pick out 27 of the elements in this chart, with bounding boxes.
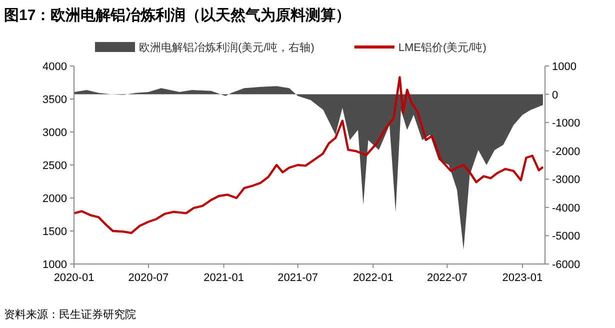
legend-label: 欧洲电解铝冶炼利润(美元/吨，右轴) [139, 41, 314, 54]
y-tick-label: 3500 [42, 94, 67, 106]
x-tick-label: 2023-01 [502, 272, 543, 284]
legend-label: LME铝价(美元/吨) [398, 41, 486, 54]
y2-tick-label: -2000 [552, 146, 580, 158]
x-tick-label: 2020-07 [128, 272, 169, 284]
text: 资料来源：民生证券研究院 [4, 308, 136, 321]
x-tick-label: 2021-01 [204, 272, 244, 284]
y2-tick-label: -5000 [552, 230, 580, 243]
y-tick-label: 4000 [42, 61, 67, 73]
y-tick-label: 3000 [42, 127, 67, 139]
y-tick-label: 1000 [42, 259, 67, 271]
y-tick-label: 2500 [42, 160, 67, 172]
y2-tick-label: -6000 [552, 259, 580, 271]
x-tick-label: 2021-07 [278, 272, 318, 284]
y-tick-label: 2000 [42, 193, 67, 205]
line-series [73, 76, 544, 234]
y2-tick-label: -4000 [552, 202, 580, 214]
x-tick-label: 2022-07 [427, 272, 468, 284]
y2-tick-label: 0 [552, 89, 558, 102]
chart-title: 图17：欧洲电解铝冶炼利润（以天然气为原料测算） [4, 6, 351, 24]
y2-tick-label: 1000 [552, 61, 576, 73]
x-tick-label: 2020-01 [54, 272, 94, 284]
y2-tick-label: -1000 [552, 118, 580, 130]
y-tick-label: 1500 [42, 226, 67, 238]
y2-tick-label: -3000 [552, 174, 580, 186]
x-tick-label: 2022-01 [352, 272, 394, 284]
